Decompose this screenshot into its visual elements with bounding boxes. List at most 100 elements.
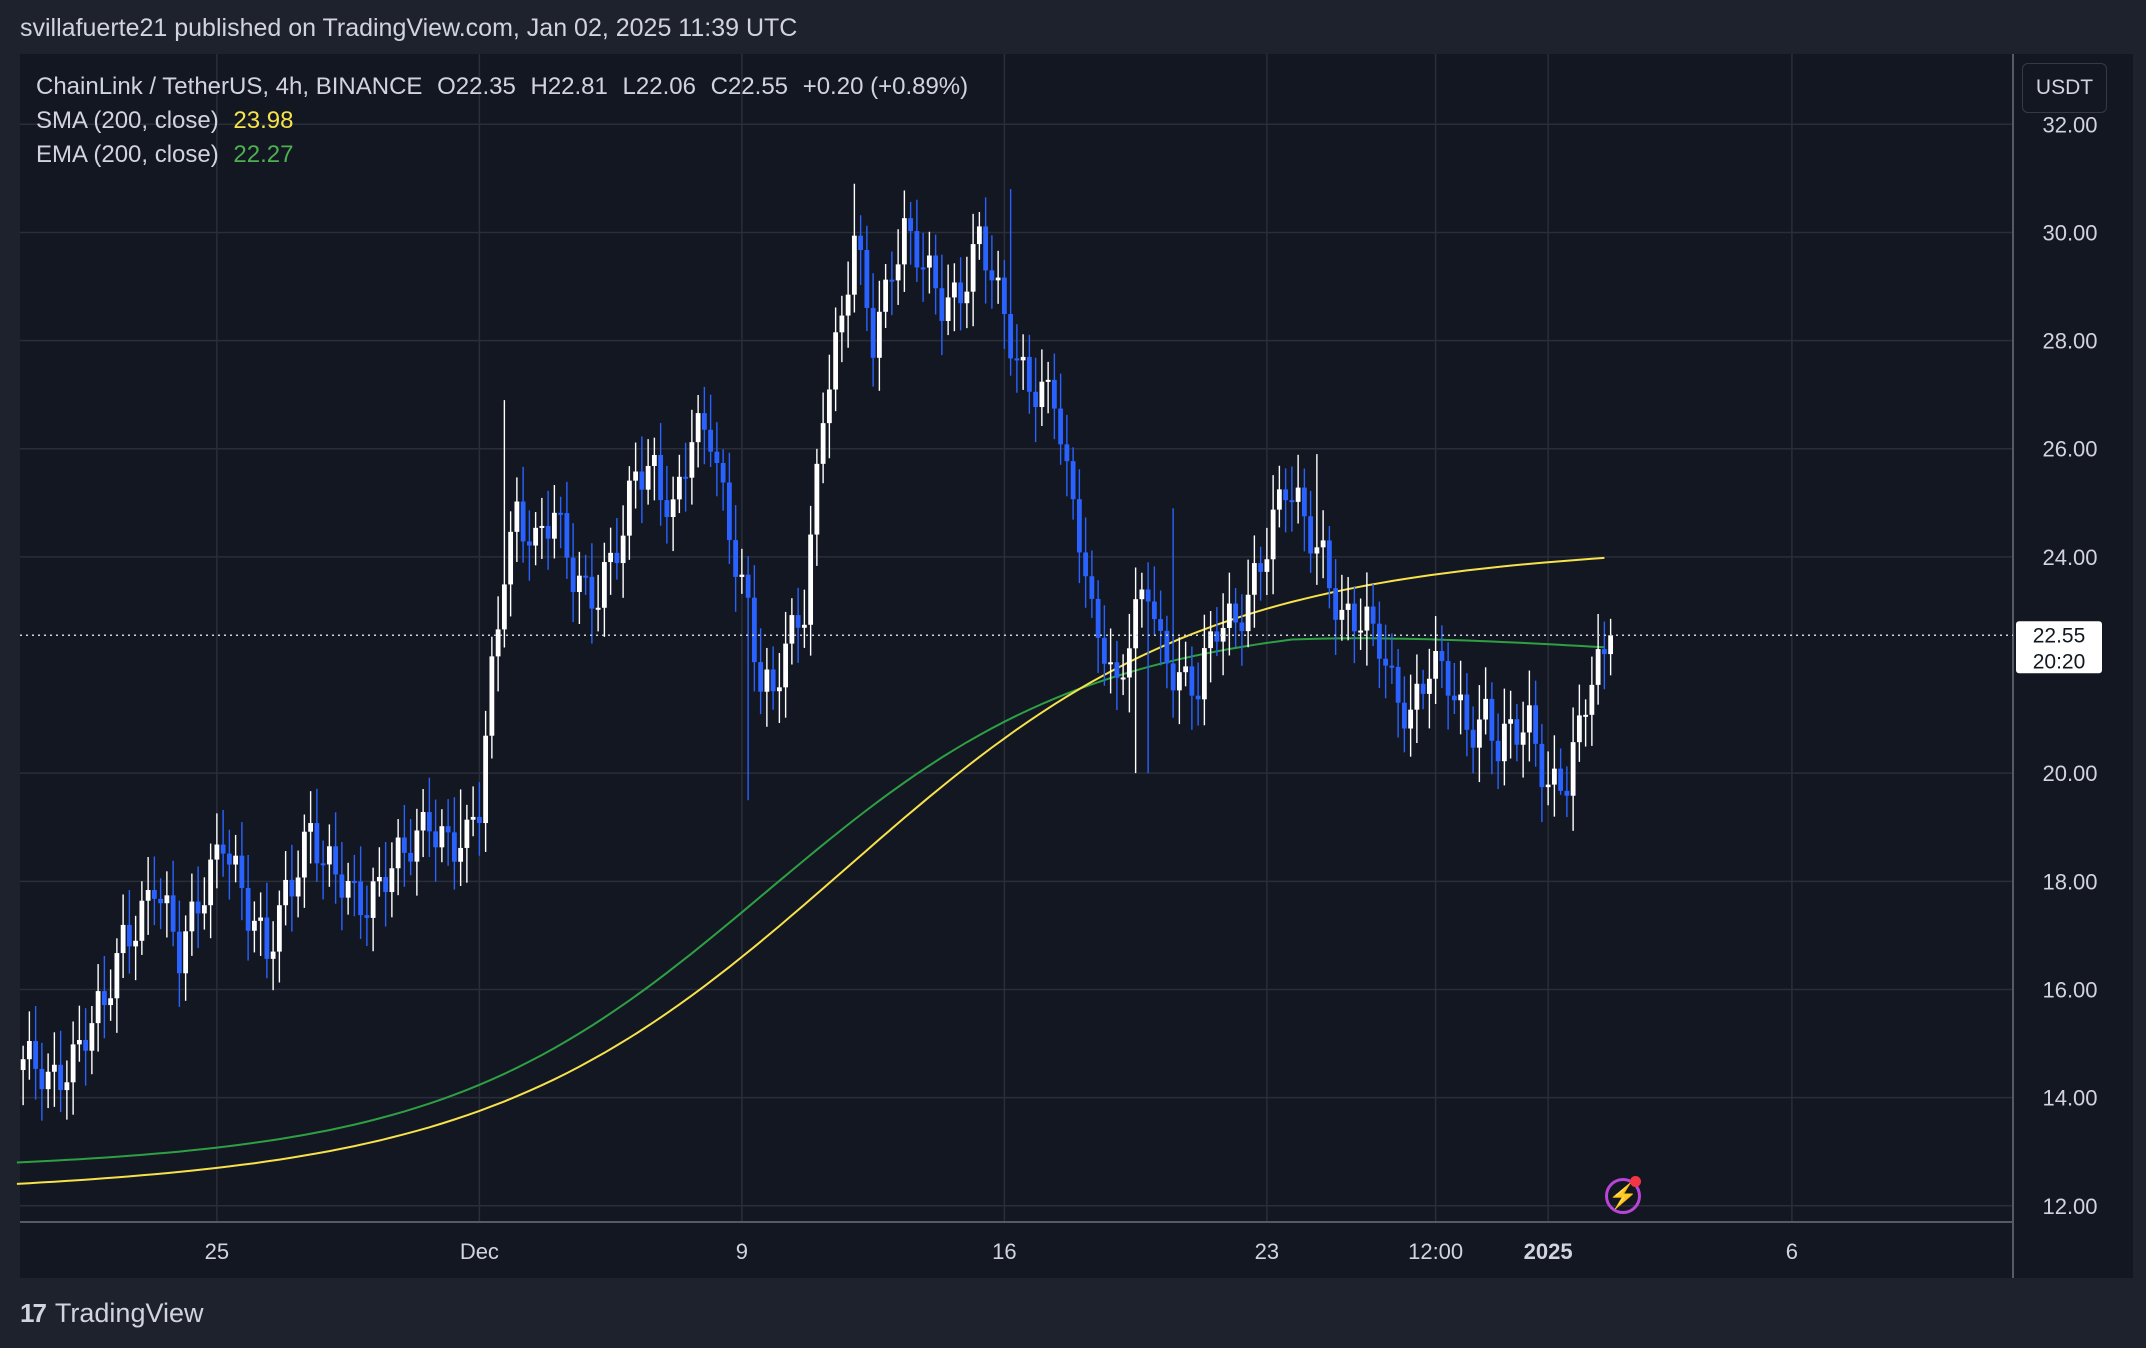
currency-unit-button[interactable]: USDT xyxy=(2022,63,2107,113)
symbol-label[interactable]: ChainLink / TetherUS, 4h, BINANCE xyxy=(36,73,423,100)
lightning-icon[interactable]: ⚡ xyxy=(1605,1178,1641,1214)
candle-body xyxy=(245,887,251,931)
candle-body xyxy=(1539,743,1545,788)
candle-body xyxy=(1264,559,1270,572)
notification-dot xyxy=(1630,1176,1641,1187)
candle-body xyxy=(208,859,214,906)
candle-body xyxy=(476,816,482,824)
candle-body xyxy=(958,282,964,304)
candle-body xyxy=(339,874,345,898)
candle-body xyxy=(408,852,414,862)
candle-body xyxy=(320,863,326,866)
tradingview-footer[interactable]: 17 TradingView xyxy=(20,1298,204,1329)
candle-body xyxy=(1314,547,1320,554)
candle-body xyxy=(589,576,595,609)
candle-body xyxy=(301,831,307,878)
candle-body xyxy=(1508,719,1514,724)
candle-body xyxy=(1114,662,1120,678)
candle-body xyxy=(901,218,907,265)
y-tick-label: 32.00 xyxy=(2042,112,2097,137)
x-tick-label: Dec xyxy=(460,1239,499,1264)
candle-body xyxy=(1408,709,1414,729)
y-tick-label: 30.00 xyxy=(2042,220,2097,245)
ema-row[interactable]: EMA (200, close) 22.27 xyxy=(36,138,976,172)
candle-body xyxy=(76,1039,82,1045)
candle-body xyxy=(1158,619,1164,631)
candle-body xyxy=(839,315,845,333)
candle-body xyxy=(676,476,682,500)
y-tick-label: 18.00 xyxy=(2042,869,2097,894)
candle-body xyxy=(570,557,576,592)
candle-body xyxy=(433,831,439,848)
candle-body xyxy=(270,951,276,959)
candle-body xyxy=(651,454,657,466)
low-value: L22.06 xyxy=(622,73,696,100)
x-tick-label: 25 xyxy=(205,1239,229,1264)
chart-legend: ChainLink / TetherUS, 4h, BINANCE O22.35… xyxy=(36,70,976,172)
candle-body xyxy=(464,819,470,848)
candle-body xyxy=(633,471,639,481)
candle-body xyxy=(1558,768,1564,791)
chart-frame[interactable] xyxy=(20,54,2133,1278)
candle-body xyxy=(264,917,270,959)
candle-body xyxy=(70,1044,76,1083)
candle-body xyxy=(976,226,982,245)
ema-value: 22.27 xyxy=(233,141,294,168)
candle-body xyxy=(1389,665,1395,668)
candle-body xyxy=(1583,714,1589,717)
candle-body xyxy=(683,476,689,479)
price-tag-countdown: 20:20 xyxy=(2033,650,2086,673)
close-value: C22.55 xyxy=(710,73,789,100)
candle-body xyxy=(389,868,395,893)
candle-body xyxy=(514,501,520,532)
candle-body xyxy=(1470,729,1476,748)
y-tick-label: 14.00 xyxy=(2042,1086,2097,1111)
candle-body xyxy=(1208,631,1214,649)
candle-body xyxy=(26,1041,32,1060)
candle-body xyxy=(1333,588,1339,620)
sma-row[interactable]: SMA (200, close) 23.98 xyxy=(36,104,976,138)
candle-body xyxy=(533,527,539,546)
candle-body xyxy=(808,534,814,625)
candle-body xyxy=(926,255,932,268)
x-tick-label: 23 xyxy=(1255,1239,1279,1264)
candle-body xyxy=(189,901,195,932)
candle-body xyxy=(308,823,314,832)
candle-body xyxy=(614,552,620,564)
candle-body xyxy=(1064,444,1070,462)
price-tag-box xyxy=(2016,621,2102,674)
candle-body xyxy=(1308,516,1314,554)
candle-body xyxy=(126,924,132,947)
candle-body xyxy=(95,991,101,1024)
candle-body xyxy=(1139,589,1145,600)
candle-body xyxy=(664,500,670,518)
candle-body xyxy=(139,900,145,941)
candle-body xyxy=(495,629,501,657)
candle-body xyxy=(1170,663,1176,691)
x-tick-label: 6 xyxy=(1786,1239,1798,1264)
candle-body xyxy=(1176,672,1182,691)
candle-body xyxy=(426,812,432,832)
candle-body xyxy=(1595,649,1601,685)
ema-line xyxy=(16,637,1605,1164)
candle-body xyxy=(658,454,664,501)
candle-body xyxy=(1501,723,1507,762)
candle-body xyxy=(114,953,120,999)
candle-body xyxy=(583,575,589,578)
y-tick-label: 28.00 xyxy=(2042,329,2097,354)
candle-body xyxy=(333,846,339,875)
candle-body xyxy=(1233,603,1239,623)
candle-body xyxy=(108,998,114,1006)
candle-body xyxy=(714,451,720,464)
candle-body xyxy=(89,1023,95,1051)
candle-body xyxy=(758,662,764,692)
publisher-line: svillafuerte21 published on TradingView.… xyxy=(20,14,798,42)
candle-body xyxy=(201,905,207,914)
candle-body xyxy=(1589,684,1595,715)
candle-body xyxy=(895,264,901,281)
candle-body xyxy=(726,482,732,541)
price-tag-value: 22.55 xyxy=(2033,624,2086,647)
candle-body xyxy=(720,463,726,483)
candle-body xyxy=(258,917,264,921)
